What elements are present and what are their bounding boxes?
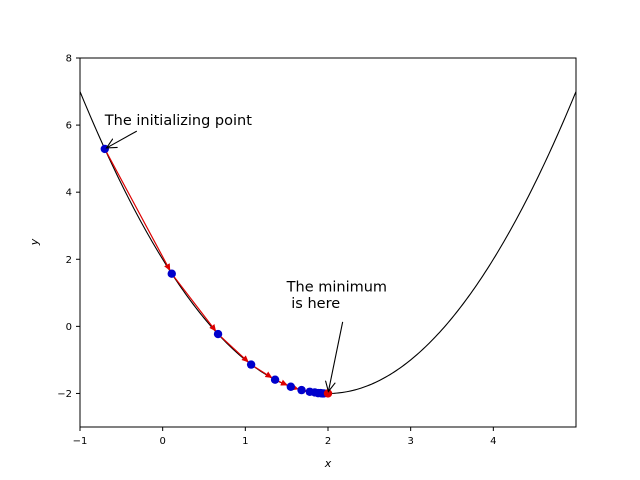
- minimum-point: [323, 389, 333, 398]
- descent-step-arrow: [104, 148, 171, 272]
- y-tick-label: −2: [57, 389, 72, 400]
- x-tick-label: −1: [73, 436, 88, 447]
- annotation-line: is here: [287, 296, 341, 312]
- iterate-point: [297, 385, 306, 395]
- annotation-arrow: [328, 321, 344, 392]
- y-tick-label: 6: [66, 121, 72, 132]
- iterate-point: [213, 329, 223, 339]
- x-tick-label: 2: [325, 436, 331, 447]
- x-tick-label: 4: [490, 436, 496, 447]
- iterate-point: [246, 360, 256, 369]
- x-tick-label: 0: [159, 436, 165, 447]
- y-axis-label: y: [28, 238, 41, 246]
- annotation-line: The initializing point: [104, 113, 252, 129]
- iterate-point: [270, 375, 280, 384]
- iterate-point: [100, 144, 110, 154]
- y-tick-label: 8: [66, 54, 72, 65]
- annotations: The initializing point The minimum is her…: [104, 113, 387, 391]
- y-tick-label: 0: [66, 322, 72, 333]
- annotation-line: The minimum: [286, 279, 387, 295]
- descent-step-arrow: [171, 273, 217, 332]
- y-tick-label: 4: [66, 188, 72, 199]
- plot-content: [80, 91, 576, 398]
- iterate-point: [167, 269, 176, 278]
- annotation-text-minimum: The minimum is here: [286, 279, 387, 312]
- y-tick-label: 2: [66, 255, 72, 266]
- axis-ticks: −1 0 1 2 3 4 −2 0 2 4 6 8: [57, 54, 496, 448]
- descent-step-arrow: [217, 333, 250, 363]
- iterate-point: [286, 382, 295, 391]
- annotation-text-initial-point: The initializing point: [104, 113, 252, 129]
- annotation-arrow: [107, 130, 138, 148]
- x-tick-label: 1: [242, 436, 248, 447]
- x-tick-label: 3: [407, 436, 413, 447]
- x-axis-label: x: [324, 457, 332, 470]
